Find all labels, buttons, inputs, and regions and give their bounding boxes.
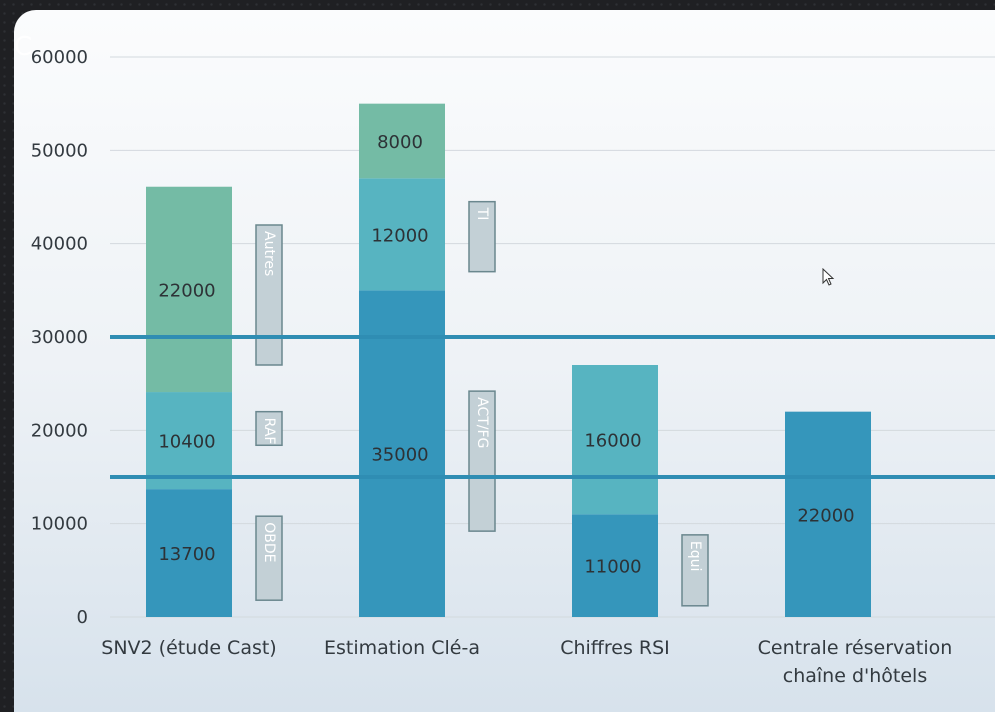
data-label: 22000 xyxy=(158,280,215,301)
data-label: 22000 xyxy=(797,505,854,526)
y-tick-label: 40000 xyxy=(31,234,88,255)
y-tick-label: 20000 xyxy=(31,420,88,441)
data-label: 10400 xyxy=(158,432,215,453)
segment-tag-label: ACT/FG xyxy=(474,397,490,448)
y-axis-ticks: 0 10000 20000 30000 40000 50000 60000 xyxy=(31,47,88,628)
mouse-pointer-icon xyxy=(822,268,835,286)
category-label: Estimation Clé-a xyxy=(324,637,480,659)
data-label: 13700 xyxy=(158,544,215,565)
y-tick-label: 10000 xyxy=(31,514,88,535)
segment-tag-label: OBDE xyxy=(261,522,277,562)
bar-segment xyxy=(359,178,445,291)
category-label: Chiffres RSI xyxy=(560,637,670,659)
bar-segment xyxy=(359,103,445,179)
bar-segment xyxy=(146,392,232,490)
category-label: SNV2 (étude Cast) xyxy=(101,637,276,659)
bar-segment xyxy=(146,489,232,617)
data-label: 16000 xyxy=(584,431,641,452)
segment-tag-label: TI xyxy=(474,207,490,221)
y-tick-label: 60000 xyxy=(31,47,88,68)
slide-title-fragment: C xyxy=(14,32,33,62)
y-tick-label: 30000 xyxy=(31,327,88,348)
segment-tag-label: Equi xyxy=(687,541,703,572)
y-tick-label: 0 xyxy=(77,607,88,628)
data-label: 35000 xyxy=(371,445,428,466)
bars xyxy=(146,103,871,617)
y-tick-label: 50000 xyxy=(31,140,88,161)
segment-tags: Autres RAF OBDE TI ACT/FG Equi xyxy=(255,200,709,607)
segment-tag xyxy=(255,224,283,366)
segment-tag-label: Autres xyxy=(261,231,277,276)
segment-tag xyxy=(255,410,283,447)
segment-tag xyxy=(681,534,709,607)
bar-segment xyxy=(572,514,658,617)
data-label: 8000 xyxy=(377,132,423,153)
segment-tag xyxy=(255,515,283,601)
category-labels: SNV2 (étude Cast) Estimation Clé-a Chiffre… xyxy=(101,637,952,687)
slide: 0 10000 20000 30000 40000 50000 60000 13700 104… xyxy=(14,10,995,712)
data-label: 12000 xyxy=(371,225,428,246)
category-label: Centrale réservation chaîne d'hôtels xyxy=(758,637,953,687)
data-labels: 13700 10400 22000 35000 12000 8000 11000 16000 2… xyxy=(158,132,854,578)
bar-segment xyxy=(572,365,658,515)
bar-segment xyxy=(785,411,871,617)
segment-tag xyxy=(468,390,496,532)
stacked-bar-chart: 0 10000 20000 30000 40000 50000 60000 13700 104… xyxy=(31,47,995,687)
reference-lines xyxy=(110,335,995,479)
bar-segment xyxy=(146,186,232,393)
bar-segment xyxy=(359,290,445,617)
segment-tag xyxy=(468,200,496,273)
data-label: 11000 xyxy=(584,557,641,578)
segment-tag-label: RAF xyxy=(261,418,277,445)
